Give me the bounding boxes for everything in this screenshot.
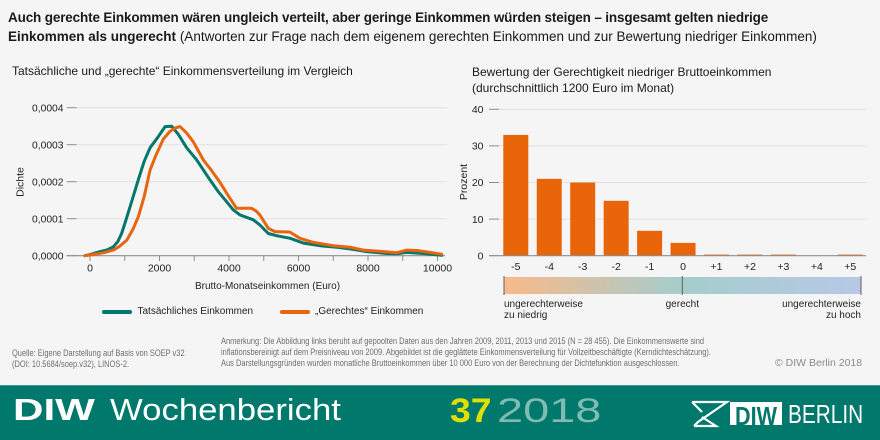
annotation-line: inflationsbereinigt auf dem Preisniveau … [221, 347, 711, 358]
bar-chart-subtitle: (durchschnittlich 1200 Euro im Monat) [472, 80, 675, 95]
y-tick-label: 20 [472, 177, 484, 189]
y-tick-label: 40 [472, 104, 484, 116]
series-line-actual-income [83, 124, 444, 258]
scale-label-too-low: ungerechterweise zu niedrig [504, 300, 583, 321]
bar [503, 134, 529, 256]
x-tick-label: 6000 [287, 263, 311, 275]
y-axis-title: Dichte [15, 167, 27, 197]
y-tick-label: 0,0001 [32, 214, 64, 225]
footer-divider [0, 385, 880, 386]
diw-logo-icon [691, 400, 730, 428]
legend-label-actual: Tatsächliches Einkommen [137, 305, 254, 317]
scale-label-too-high-line2: zu hoch [825, 309, 861, 321]
x-axis-title: Brutto-Monatseinkommen (Euro) [194, 281, 341, 293]
diw-logo-text: DIW [735, 401, 777, 432]
legend-swatch-fair [280, 309, 310, 314]
legend-label-fair: „Gerechtes“ Einkommen [315, 305, 424, 317]
brand-diw: DIW [13, 391, 95, 427]
y-tick-label: 0,0000 [32, 251, 64, 262]
y-axis-title: Prozent [458, 164, 470, 200]
bar [570, 182, 596, 256]
headline-subtitle: (Antworten zur Frage nach dem eigenem ge… [179, 29, 817, 44]
scale-label-too-high: ungerechterweise zu hoch [782, 300, 861, 321]
issue-year: 2018 [497, 392, 602, 430]
x-tick-label: 0 [87, 263, 93, 275]
berlin-logo-text: BERLIN [788, 398, 864, 429]
x-tick-label: -5 [511, 261, 520, 273]
x-tick-label: 0 [680, 261, 686, 273]
x-tick-label: +4 [811, 261, 823, 273]
scale-label-too-low-line1: ungerechterweise [504, 299, 583, 311]
copyright: © DIW Berlin 2018 [775, 356, 863, 369]
y-tick-label: 0 [478, 250, 484, 262]
source-line: Quelle: Eigene Darstellung auf Basis von… [12, 348, 185, 358]
x-tick-label: +2 [744, 261, 756, 273]
legend-swatch-actual [102, 309, 132, 314]
x-tick-label: 2000 [148, 263, 172, 275]
y-tick-label: 0,0004 [32, 103, 64, 114]
headline-line-2: Einkommen als ungerecht (Antworten zur F… [8, 30, 817, 44]
bar [603, 200, 629, 256]
bar [637, 230, 663, 256]
headline-line-1: Auch gerechte Einkommen wären ungleich v… [8, 11, 768, 25]
annotation-line: Aus Darstellungsgründen wurden monatlich… [221, 358, 680, 369]
x-tick-label: -2 [611, 261, 620, 273]
y-tick-label: 10 [472, 214, 484, 226]
x-tick-label: +3 [777, 261, 789, 273]
issue-number: 37 [450, 392, 492, 430]
diw-logo-box: DIW [730, 401, 782, 432]
scale-label-too-high-line1: ungerechterweise [782, 299, 861, 311]
series-line-fair-income [83, 125, 444, 258]
x-tick-label: +1 [711, 261, 723, 273]
headline-bold-text-2: Einkommen als ungerecht [8, 29, 177, 44]
y-tick-label: 30 [472, 141, 484, 153]
bar [536, 178, 562, 256]
source-note: Quelle: Eigene Darstellung auf Basis von… [12, 348, 185, 370]
source-line: (DOI: 10.5684/soep.v32), LINOS-2. [12, 359, 130, 369]
brand-wochenbericht: Wochenbericht [110, 391, 341, 427]
y-tick-label: 0,0003 [32, 140, 64, 151]
scale-label-too-low-line2: zu niedrig [504, 309, 548, 321]
bar [670, 242, 696, 256]
x-tick-label: 4000 [217, 263, 241, 275]
bar-chart-title: Bewertung der Gerechtigkeit niedriger Br… [472, 64, 772, 79]
footer-band: DIW Wochenbericht 37 2018 DIW BERLIN [0, 386, 880, 440]
x-tick-label: -1 [645, 261, 654, 273]
y-tick-label: 0,0002 [32, 177, 64, 188]
x-tick-label: +5 [844, 261, 856, 273]
annotation-note: Anmerkung: Die Abbildung links beruht au… [221, 336, 711, 369]
annotation-line: Anmerkung: Die Abbildung links beruht au… [221, 336, 705, 347]
density-chart-title: Tatsächliche und „gerechte“ Einkommensve… [12, 63, 353, 78]
headline-bold-text: Auch gerechte Einkommen wären ungleich v… [8, 10, 769, 25]
scale-label-fair: gerecht [665, 299, 699, 311]
x-tick-label: -4 [545, 261, 554, 273]
x-tick-label: 8000 [356, 263, 380, 275]
x-tick-label: 10000 [423, 263, 452, 275]
x-tick-label: -3 [578, 261, 587, 273]
